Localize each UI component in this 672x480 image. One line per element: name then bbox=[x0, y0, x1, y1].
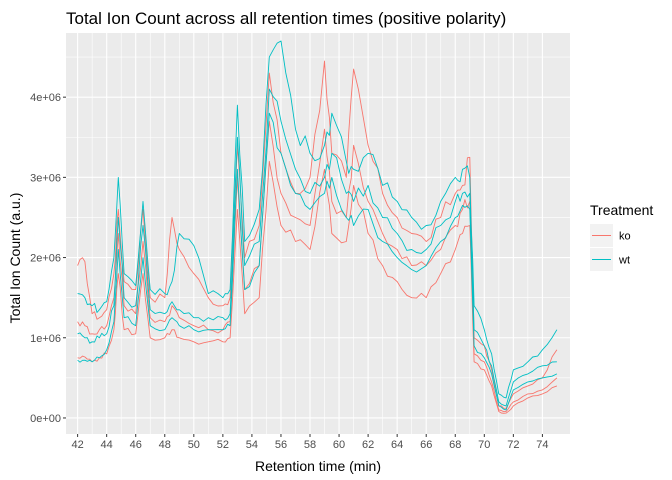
series-lines bbox=[77, 40, 558, 414]
x-tick-label: 52 bbox=[217, 439, 229, 451]
x-tick-label: 62 bbox=[362, 439, 374, 451]
x-tick-label: 42 bbox=[71, 439, 83, 451]
x-tick-label: 50 bbox=[188, 439, 200, 451]
x-tick-label: 64 bbox=[391, 439, 403, 451]
x-tick-label: 70 bbox=[478, 439, 490, 451]
series-line-wt bbox=[77, 88, 557, 407]
series-line-wt bbox=[77, 40, 558, 399]
x-tick-label: 60 bbox=[333, 439, 345, 451]
legend-title: Treatment bbox=[590, 202, 653, 218]
x-axis-title: Retention time (min) bbox=[255, 458, 381, 474]
x-tick-label: 68 bbox=[449, 439, 461, 451]
legend: Treatment ko wt bbox=[590, 202, 653, 271]
y-tick-label: 3e+06 bbox=[30, 172, 61, 184]
x-tick-label: 58 bbox=[304, 439, 316, 451]
x-tick-label: 66 bbox=[420, 439, 432, 451]
x-tick-label: 72 bbox=[507, 439, 519, 451]
y-tick-label: 0e+00 bbox=[30, 413, 61, 425]
y-tick-label: 4e+06 bbox=[30, 92, 61, 104]
y-axis: 0e+00 1e+06 2e+06 3e+06 4e+06 bbox=[30, 92, 66, 425]
series-line-ko bbox=[77, 120, 558, 413]
legend-label-ko: ko bbox=[619, 231, 631, 243]
x-tick-label: 46 bbox=[130, 439, 142, 451]
y-tick-label: 2e+06 bbox=[30, 253, 61, 265]
major-gridlines bbox=[66, 33, 570, 434]
series-line-ko bbox=[77, 160, 558, 414]
legend-entries: ko wt bbox=[590, 224, 631, 271]
y-axis-title: Total Ion Count (a.u.) bbox=[7, 193, 23, 324]
x-tick-label: 56 bbox=[275, 439, 287, 451]
chart-title: Total Ion Count across all retention tim… bbox=[66, 9, 506, 28]
x-tick-label: 44 bbox=[101, 439, 113, 451]
x-tick-label: 74 bbox=[536, 439, 548, 451]
legend-label-wt: wt bbox=[618, 255, 630, 267]
x-tick-label: 54 bbox=[246, 439, 258, 451]
plot-panel bbox=[66, 33, 570, 434]
y-tick-label: 1e+06 bbox=[30, 333, 61, 345]
x-axis: 42 44 46 48 50 52 54 56 58 60 62 64 66 68 70 72 74 bbox=[71, 434, 549, 451]
x-tick-label: 48 bbox=[159, 439, 171, 451]
series-line-wt bbox=[77, 112, 558, 411]
